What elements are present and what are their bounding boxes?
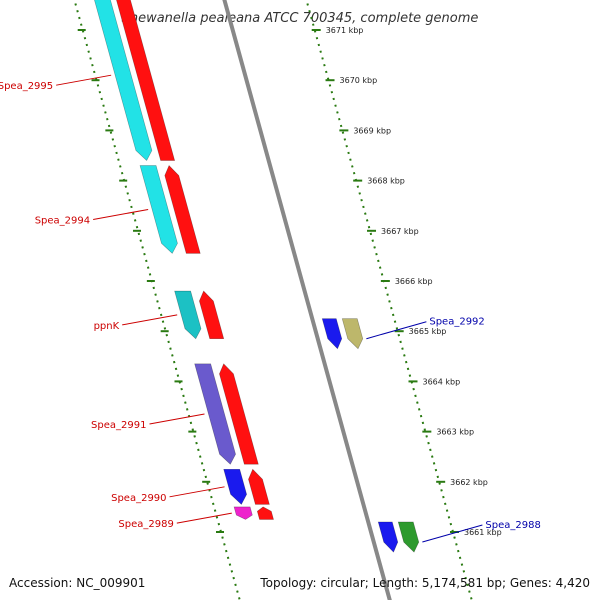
accession-text: Accession: NC_009901: [9, 576, 145, 590]
gene-label-leader: [169, 486, 225, 498]
spea_2994-cds-arrow: [164, 165, 201, 254]
spea_2991-cds-arrow: [219, 363, 259, 465]
ppnk-cds-arrow: [199, 290, 225, 340]
gene-label-spea_2991: Spea_2991: [91, 420, 146, 431]
gene-label-leader: [422, 524, 483, 543]
backbone-line: [222, 0, 392, 600]
gene-label-leader: [93, 208, 149, 220]
ruler-tick-label: 3664 kbp: [423, 377, 461, 386]
gene-label-leader: [56, 74, 112, 86]
spea_2992-outer-feature: [341, 318, 364, 350]
gene-labels: Spea_2988 Spea_2989 Spea_2990 Spea_2991 ppnK…: [0, 74, 541, 543]
genome-summary-text: Topology: circular; Length: 5,174,581 bp…: [259, 576, 590, 590]
ruler-tick-label: 3667 kbp: [381, 227, 419, 236]
spea_2990-outer-feature: [223, 468, 247, 505]
ruler-tick-label: 3661 kbp: [464, 528, 502, 537]
spea_2995-outer-feature: [94, 0, 153, 162]
spea_2995-cds-arrow: [116, 0, 176, 161]
spea_2989-cds-arrow: [256, 506, 274, 520]
outer-ruler-line: [305, 0, 473, 600]
gene-label-ppnk: ppnK: [94, 321, 120, 332]
ruler-tick-label: 3668 kbp: [367, 177, 405, 186]
spea_2988-outer-feature: [397, 521, 420, 553]
ruler-tick-label: 3666 kbp: [395, 277, 433, 286]
spea_2989-outer-feature: [233, 506, 253, 520]
ruler-tick-label: 3671 kbp: [326, 26, 364, 35]
ruler-tick-label: 3663 kbp: [436, 428, 474, 437]
spea_2994-outer-feature: [139, 165, 178, 254]
spea_2988-cds-arrow: [377, 521, 399, 553]
gene-label-spea_2989: Spea_2989: [118, 519, 173, 530]
ruler-tick-label: 3669 kbp: [353, 126, 391, 135]
ruler: 3661 kbp 3662 kbp 3663 kbp 3664 kbp 3665 kbp…: [73, 0, 502, 600]
spea_2990-cds-arrow: [248, 468, 270, 505]
inner-ruler-line: [73, 0, 241, 600]
gene-label-leader: [366, 321, 427, 340]
gene-label-leader: [149, 413, 205, 425]
ppnk-outer-feature: [174, 290, 202, 340]
gene-label-leader: [176, 512, 232, 524]
ruler-tick-label: 3665 kbp: [409, 327, 447, 336]
gene-label-spea_2988: Spea_2988: [485, 520, 540, 531]
gene-label-leader: [122, 314, 178, 326]
feature-track: [94, 0, 420, 553]
ruler-tick-label: 3662 kbp: [450, 478, 488, 487]
map-title: Shewanella pealeana ATCC 700345, complet…: [122, 11, 479, 26]
gene-label-spea_2992: Spea_2992: [429, 317, 484, 328]
spea_2991-outer-feature: [194, 363, 236, 465]
gene-label-spea_2995: Spea_2995: [0, 81, 53, 92]
spea_2992-cds-arrow: [321, 318, 343, 350]
ruler-tick-label: 3670 kbp: [340, 76, 378, 85]
gene-label-spea_2994: Spea_2994: [35, 215, 90, 226]
gene-label-spea_2990: Spea_2990: [111, 493, 166, 504]
